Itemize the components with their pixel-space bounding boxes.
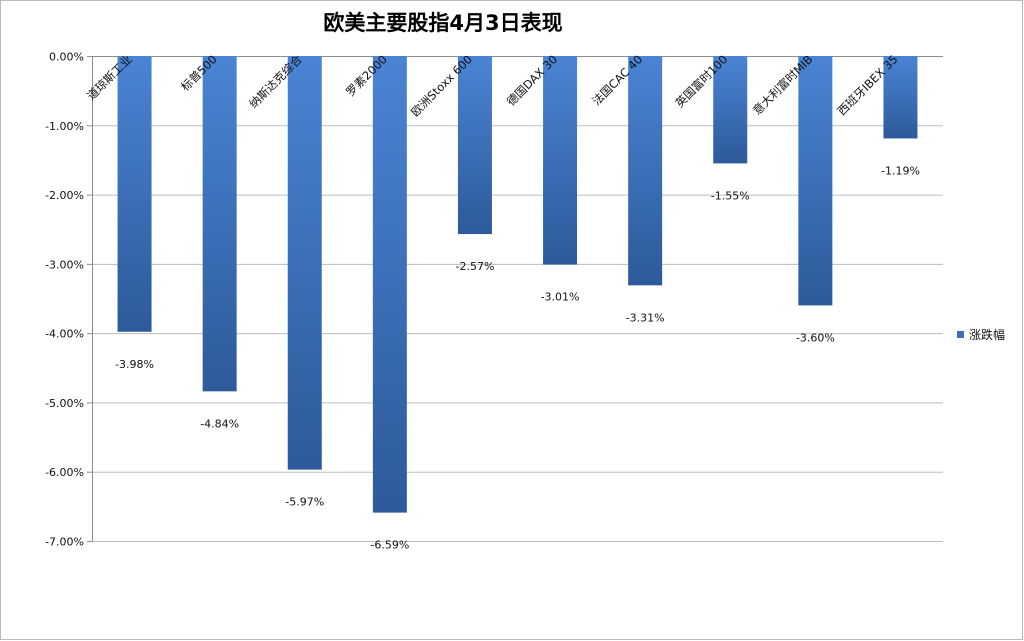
y-tick-label: -5.00%: [45, 397, 84, 410]
data-label: -3.31%: [626, 311, 665, 324]
bars: [117, 56, 918, 513]
data-labels: -3.98% -4.84% -5.97% -6.59% -2.57% -3.01% -3.3…: [115, 164, 920, 551]
y-tick-label: -1.00%: [45, 120, 84, 133]
y-tick-label: -2.00%: [45, 189, 84, 202]
y-axis: 0.00% -1.00% -2.00% -3.00% -4.00% -5.00% -6.00…: [45, 51, 943, 549]
bar: [798, 56, 833, 306]
data-label: -3.60%: [796, 331, 835, 344]
bar: [117, 56, 152, 332]
y-tick-label: -3.00%: [45, 258, 84, 271]
bar: [457, 56, 492, 235]
bar: [713, 56, 748, 164]
chart-title: 欧美主要股指4月3日表现: [323, 11, 562, 35]
data-label: -1.19%: [881, 164, 920, 177]
legend: 涨跌幅: [957, 327, 1005, 342]
bar: [372, 56, 407, 513]
data-label: -6.59%: [370, 539, 409, 552]
y-tick-label: 0.00%: [49, 51, 84, 64]
bar: [628, 56, 663, 286]
data-label: -4.84%: [200, 417, 239, 430]
y-tick-label: -6.00%: [45, 466, 84, 479]
data-label: -5.97%: [285, 496, 324, 509]
legend-label: 涨跌幅: [969, 327, 1005, 342]
data-label: -2.57%: [455, 260, 494, 273]
bar: [287, 56, 322, 470]
data-label: -3.98%: [115, 358, 154, 371]
bar: [202, 56, 237, 392]
bar: [543, 56, 578, 265]
legend-swatch: [957, 331, 964, 338]
y-tick-label: -7.00%: [45, 536, 84, 549]
bar: [883, 56, 918, 139]
data-label: -1.55%: [711, 189, 750, 202]
y-tick-label: -4.00%: [45, 328, 84, 341]
data-label: -3.01%: [541, 291, 580, 304]
